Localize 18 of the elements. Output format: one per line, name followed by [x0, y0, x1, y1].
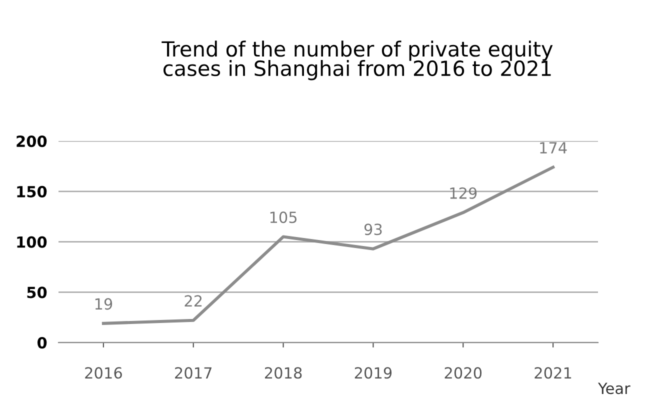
- x-tick-label: 2021: [534, 367, 572, 379]
- data-label: 19: [95, 298, 112, 310]
- x-axis-title: Year: [598, 382, 630, 394]
- data-label: 22: [184, 295, 202, 306]
- y-tick-label: 0: [37, 337, 47, 349]
- x-tick-label: 2016: [85, 367, 122, 379]
- y-tick-label: 100: [17, 236, 47, 248]
- x-tick-label: 2019: [354, 367, 392, 379]
- x-tick-label: 2020: [444, 367, 482, 379]
- y-tick-label: 200: [16, 136, 47, 148]
- data-label: 93: [364, 224, 382, 236]
- chart-title: Trend of the number of private equity cases in Shanghai from 2016 to 2021: [162, 40, 553, 80]
- y-tick-label: 150: [17, 186, 47, 198]
- data-label: 174: [540, 142, 567, 154]
- x-tick-label: 2017: [175, 367, 212, 379]
- data-label: 105: [270, 212, 297, 224]
- x-tick-label: 2018: [264, 367, 302, 379]
- y-tick-label: 50: [27, 286, 47, 298]
